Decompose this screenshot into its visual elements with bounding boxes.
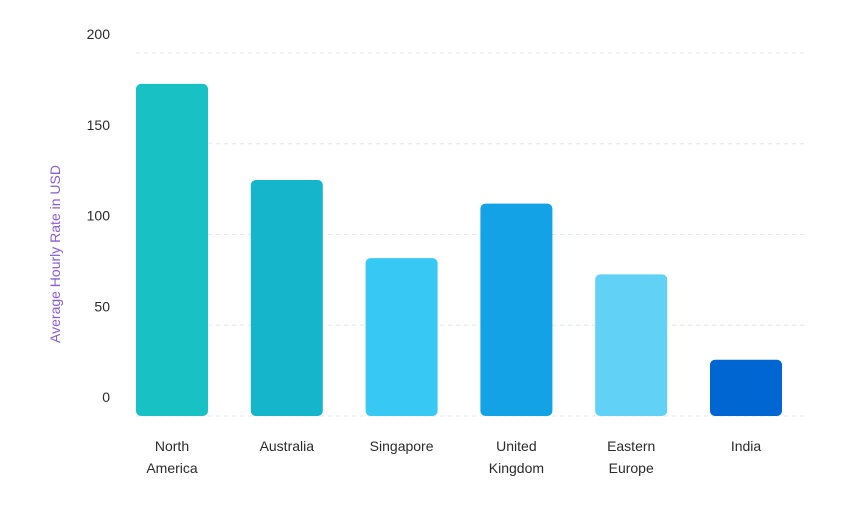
- bar: [250, 180, 323, 416]
- x-tick-label: Eastern Europe: [607, 438, 655, 476]
- bars: [136, 83, 782, 416]
- y-tick-label: 150: [87, 117, 111, 133]
- x-tick-label: Australia: [260, 438, 315, 454]
- bar: [595, 274, 668, 416]
- x-tick-label: United Kingdom: [489, 438, 544, 476]
- y-tick-label: 200: [87, 26, 111, 42]
- bar: [136, 83, 208, 416]
- y-tick-label: 100: [87, 208, 111, 224]
- y-axis-ticks: 0 50 100 150 200: [87, 26, 111, 405]
- y-tick-label: 0: [102, 389, 110, 405]
- x-axis-ticks: North America Australia Singapore United King…: [146, 438, 761, 476]
- x-tick-label: India: [731, 438, 762, 454]
- x-tick-label: North America: [146, 438, 198, 476]
- bar: [710, 359, 782, 416]
- bar: [365, 258, 438, 416]
- bar: [480, 203, 553, 416]
- y-tick-label: 50: [94, 298, 110, 314]
- grid-lines: [136, 52, 808, 417]
- x-tick-label: Singapore: [370, 438, 434, 454]
- y-axis-label: Average Hourly Rate in USD: [47, 165, 63, 343]
